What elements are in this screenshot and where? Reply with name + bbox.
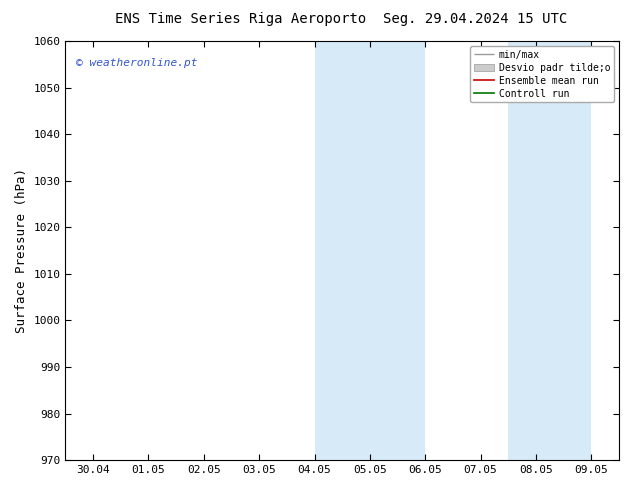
Text: Seg. 29.04.2024 15 UTC: Seg. 29.04.2024 15 UTC (384, 12, 567, 26)
Text: © weatheronline.pt: © weatheronline.pt (77, 58, 198, 68)
Bar (314, 41, 425, 460)
Legend: min/max, Desvio padr tilde;o, Ensemble mean run, Controll run: min/max, Desvio padr tilde;o, Ensemble m… (470, 46, 614, 102)
Y-axis label: Surface Pressure (hPa): Surface Pressure (hPa) (15, 168, 28, 333)
Bar (508, 41, 592, 460)
Text: ENS Time Series Riga Aeroporto: ENS Time Series Riga Aeroporto (115, 12, 366, 26)
